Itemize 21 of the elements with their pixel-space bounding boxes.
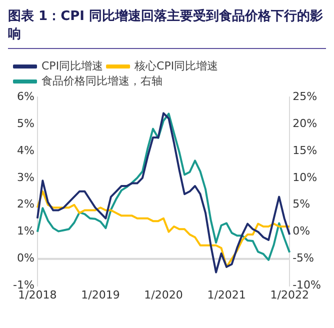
y2-tick-label: 15%: [292, 144, 318, 157]
y2-tick-label: -5%: [292, 252, 314, 265]
x-tick-label: 1/2020: [144, 288, 183, 302]
y-tick-label: 0%: [16, 252, 34, 265]
y2-tick-label: 20%: [292, 116, 318, 130]
y-tick-label: 3%: [16, 170, 34, 184]
chart-title: 图表 1：CPI 同比增速回落主要受到食品价格下行的影响: [8, 8, 326, 49]
legend-label: CPI同比增速: [42, 59, 104, 72]
x-tick-label: 1/2021: [207, 288, 246, 302]
y2-tick-label: 25%: [292, 90, 318, 103]
legend-label: 食品价格同比增速，右轴: [42, 74, 162, 88]
y-tick-label: 1%: [16, 224, 34, 238]
x-tick-label: 1/2019: [81, 288, 120, 302]
y-tick-label: 6%: [16, 90, 34, 103]
y2-tick-label: 5%: [292, 198, 310, 211]
legend-label: 核心CPI同比增速: [134, 59, 218, 72]
y2-tick-label: 0%: [292, 224, 310, 238]
y-tick-label: 2%: [16, 198, 34, 211]
y-tick-label: 4%: [16, 144, 34, 157]
y2-tick-label: 10%: [292, 170, 318, 184]
y-tick-label: 5%: [16, 116, 34, 130]
